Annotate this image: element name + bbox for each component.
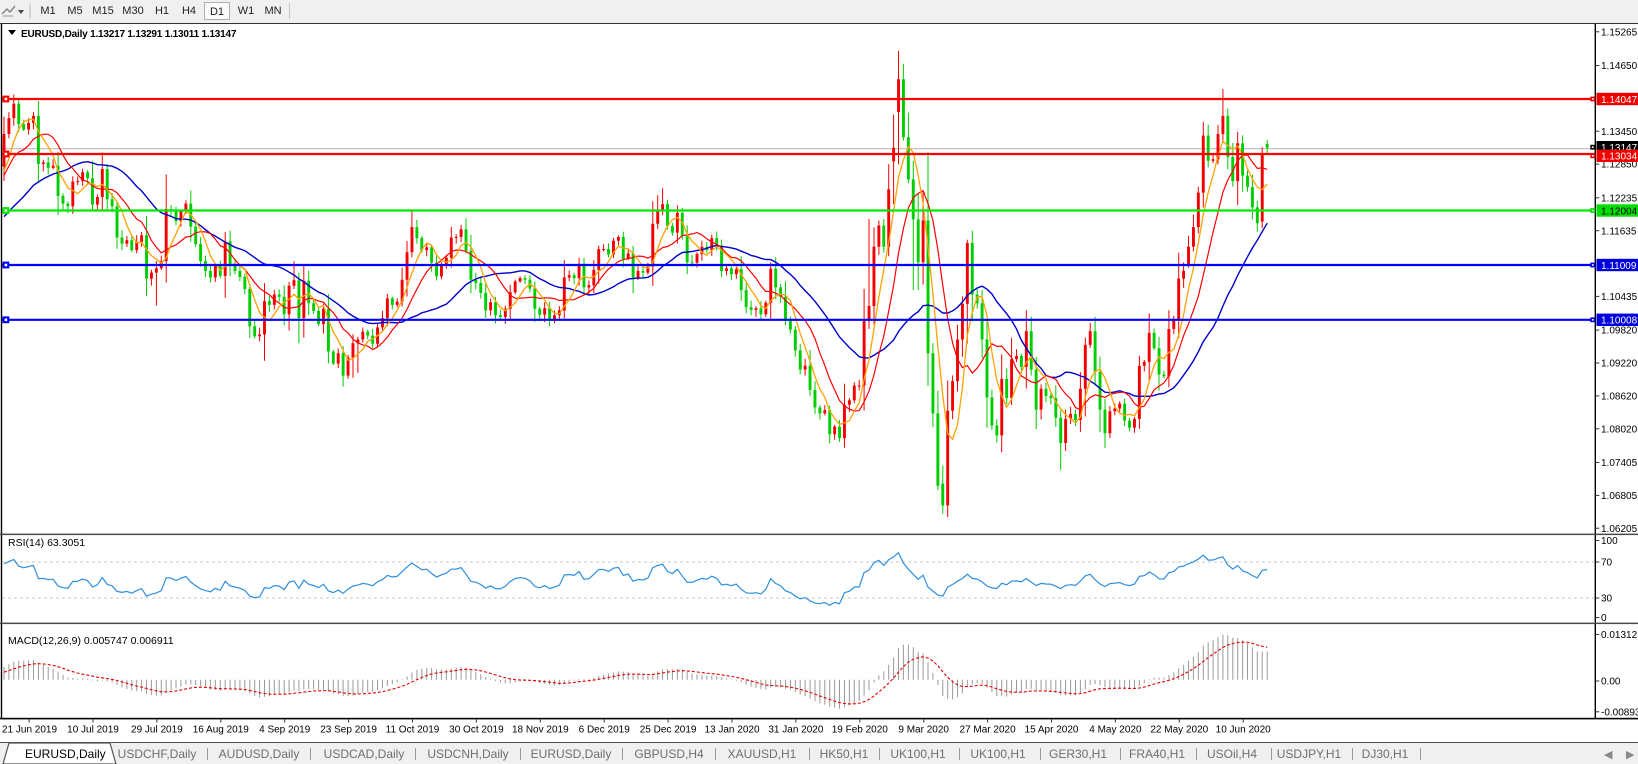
svg-text:16 Aug 2019: 16 Aug 2019	[193, 725, 250, 736]
svg-text:70: 70	[1601, 558, 1613, 569]
svg-text:31 Jan 2020: 31 Jan 2020	[768, 725, 823, 736]
svg-text:1.10435: 1.10435	[1601, 292, 1638, 303]
svg-text:15 Apr 2020: 15 Apr 2020	[1025, 725, 1079, 736]
svg-text:-0.008933: -0.008933	[1601, 707, 1638, 718]
svg-text:1.14650: 1.14650	[1601, 61, 1638, 72]
svg-text:4 May 2020: 4 May 2020	[1089, 725, 1142, 736]
svg-text:25 Dec 2019: 25 Dec 2019	[640, 725, 697, 736]
svg-text:1.13034: 1.13034	[1601, 152, 1638, 163]
svg-text:18 Nov 2019: 18 Nov 2019	[512, 725, 569, 736]
svg-text:1.12004: 1.12004	[1601, 206, 1638, 217]
svg-text:1.13450: 1.13450	[1601, 127, 1638, 138]
svg-text:1.09220: 1.09220	[1601, 359, 1638, 370]
svg-text:1.06805: 1.06805	[1601, 491, 1638, 502]
svg-text:10 Jun 2020: 10 Jun 2020	[1216, 725, 1271, 736]
svg-text:EURUSD,Daily 1.13217 1.13291 1: EURUSD,Daily 1.13217 1.13291 1.13011 1.1…	[21, 29, 237, 40]
svg-text:9 Mar 2020: 9 Mar 2020	[898, 725, 949, 736]
svg-text:1.07405: 1.07405	[1601, 458, 1638, 469]
svg-text:19 Feb 2020: 19 Feb 2020	[832, 725, 889, 736]
svg-text:1.10008: 1.10008	[1601, 316, 1638, 327]
svg-text:21 Jun 2019: 21 Jun 2019	[2, 725, 57, 736]
svg-text:MACD(12,26,9) 0.005747 0.00691: MACD(12,26,9) 0.005747 0.006911	[8, 635, 174, 647]
svg-text:1.12850: 1.12850	[1601, 160, 1638, 171]
svg-text:0.00: 0.00	[1601, 677, 1621, 688]
svg-text:RSI(14) 63.3051: RSI(14) 63.3051	[8, 537, 85, 549]
svg-text:1.09820: 1.09820	[1601, 326, 1638, 337]
svg-text:22 May 2020: 22 May 2020	[1150, 725, 1208, 736]
svg-text:1.15265: 1.15265	[1601, 27, 1638, 38]
svg-text:30: 30	[1601, 594, 1613, 605]
svg-text:1.08620: 1.08620	[1601, 392, 1638, 403]
svg-text:1.06205: 1.06205	[1601, 524, 1638, 535]
svg-text:1.14047: 1.14047	[1601, 95, 1638, 106]
svg-text:1.08020: 1.08020	[1601, 424, 1638, 435]
svg-text:100: 100	[1601, 536, 1618, 547]
svg-text:13 Jan 2020: 13 Jan 2020	[704, 725, 759, 736]
svg-text:1.11635: 1.11635	[1601, 226, 1637, 237]
svg-text:1.13147: 1.13147	[1601, 143, 1638, 154]
svg-text:0: 0	[1601, 613, 1607, 624]
svg-text:1.12235: 1.12235	[1601, 193, 1638, 204]
svg-text:4 Sep 2019: 4 Sep 2019	[259, 725, 311, 736]
svg-text:30 Oct 2019: 30 Oct 2019	[449, 725, 504, 736]
svg-text:6 Dec 2019: 6 Dec 2019	[579, 725, 631, 736]
svg-text:11 Oct 2019: 11 Oct 2019	[386, 725, 440, 736]
svg-text:27 Mar 2020: 27 Mar 2020	[960, 725, 1017, 736]
svg-text:29 Jul 2019: 29 Jul 2019	[131, 725, 183, 736]
svg-text:23 Sep 2019: 23 Sep 2019	[320, 725, 377, 736]
svg-text:1.11009: 1.11009	[1601, 261, 1637, 272]
svg-text:0.013121: 0.013121	[1601, 630, 1638, 641]
svg-text:10 Jul 2019: 10 Jul 2019	[67, 725, 119, 736]
